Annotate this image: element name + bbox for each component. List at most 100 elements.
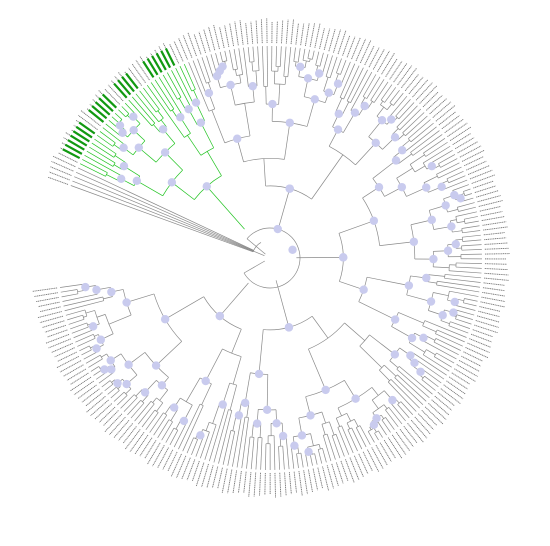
branch-segment <box>463 302 477 307</box>
branch-segment <box>187 135 202 156</box>
leaf-label-text <box>37 311 62 319</box>
branch-segment <box>346 422 351 430</box>
branch-segment <box>412 352 447 376</box>
branch-segment <box>278 84 281 105</box>
branch-segment <box>273 435 276 470</box>
leaf-label-text <box>377 50 390 73</box>
branch-segment <box>102 127 126 146</box>
branch-segment <box>322 448 327 463</box>
leaf-label-text <box>437 392 455 406</box>
node-marker <box>157 381 167 390</box>
leaf-labels <box>32 18 510 498</box>
branch-segment <box>433 292 449 297</box>
branch-segment <box>125 388 132 395</box>
branch-segment <box>145 412 159 431</box>
node-marker <box>387 115 396 124</box>
leaf-label-text <box>186 459 196 481</box>
leaf-label-text <box>447 122 468 137</box>
branch-segment <box>218 410 233 464</box>
node-marker <box>404 281 414 290</box>
branch-segment <box>410 122 434 143</box>
leaf-label-text <box>476 315 500 323</box>
branch-segment <box>396 368 430 399</box>
branch-segment <box>423 354 450 372</box>
node-marker <box>409 237 419 246</box>
branch-segment <box>229 49 234 70</box>
leaf-label-text <box>227 469 233 494</box>
node-marker <box>226 80 235 90</box>
leaf-label-text <box>444 118 464 134</box>
leaf-label-text <box>260 19 263 44</box>
leaf-label-text <box>59 360 82 373</box>
leaf-label-text <box>440 388 461 405</box>
branch-segment <box>308 348 326 391</box>
branch-segment <box>79 345 90 352</box>
leaf-label-text <box>243 471 247 493</box>
branch-segment <box>171 182 195 200</box>
node-marker <box>359 285 368 294</box>
leaf-label-text <box>208 26 216 51</box>
highlight-leaf-bar <box>146 58 159 76</box>
highlight-leaf-bar <box>117 79 132 96</box>
branch-segment <box>328 421 335 436</box>
branch-segment <box>350 69 368 103</box>
branch-segment <box>121 106 130 114</box>
node-marker <box>422 273 431 283</box>
branch-segment <box>265 443 267 470</box>
branch-segment <box>206 186 245 230</box>
branch-arc <box>156 397 164 404</box>
leaf-label-text <box>387 437 403 459</box>
leaf-label-text <box>452 133 471 146</box>
leaf-label-text <box>335 462 344 484</box>
highlight-leaf-bar <box>155 52 167 71</box>
branch-segment <box>448 270 482 274</box>
branch-arc <box>184 132 191 138</box>
branch-segment <box>369 427 372 430</box>
branch-segment <box>380 84 393 101</box>
leaf-label-text <box>146 442 161 465</box>
branch-segment <box>421 340 457 360</box>
node-marker <box>285 184 294 193</box>
branch-segment <box>165 427 175 443</box>
branch-segment <box>310 433 314 446</box>
branch-segment <box>210 54 217 73</box>
leaf-label-text <box>232 470 238 494</box>
branch-segment <box>454 309 475 316</box>
branch-segment <box>60 289 78 293</box>
node-marker <box>303 74 313 83</box>
branch-arc <box>385 407 389 411</box>
node-marker <box>339 253 348 262</box>
node-marker <box>167 178 177 187</box>
branch-segment <box>383 404 388 409</box>
branch-arc <box>229 382 237 386</box>
node-marker <box>212 71 222 81</box>
leaf-label-text <box>48 171 70 181</box>
leaf-label-text <box>383 439 396 459</box>
branch-segment <box>402 112 425 134</box>
branch-segment <box>152 397 157 403</box>
branch-arc <box>455 216 458 223</box>
branch-segment <box>424 375 439 388</box>
node-marker <box>306 411 315 420</box>
branch-segment <box>251 61 254 72</box>
leaf-label-text <box>219 27 225 49</box>
node-marker <box>450 190 459 200</box>
node-marker <box>447 222 456 231</box>
branch-segment <box>456 314 473 320</box>
branch-segment <box>359 425 371 445</box>
branch-arc <box>307 58 313 60</box>
branch-segment <box>116 395 128 406</box>
leaf-label-text <box>304 23 310 47</box>
leaf-label-text <box>90 399 109 417</box>
leaf-label-text <box>393 63 408 83</box>
node-marker <box>278 431 288 441</box>
node-marker <box>119 161 129 171</box>
leaf-label-text <box>434 395 452 411</box>
branch-segment <box>448 325 469 334</box>
leaf-label-text <box>467 165 490 175</box>
node-marker <box>429 254 438 264</box>
leaf-label-text <box>248 472 252 498</box>
branch-segment <box>128 99 153 127</box>
branch-segment <box>263 158 266 187</box>
branch-arc <box>435 329 438 334</box>
